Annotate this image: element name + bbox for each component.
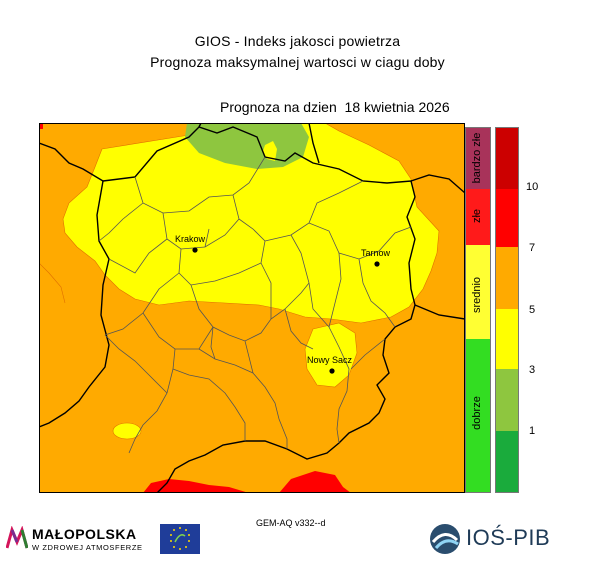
- city-marker-nowy-sacz: [329, 368, 335, 374]
- category-label-srednio: srednio: [471, 276, 483, 314]
- ios-pib-name: IOŚ-PIB: [466, 525, 551, 550]
- forecast-map: Krakow Tarnow Nowy Sacz: [39, 123, 465, 493]
- region-border: [102, 126, 416, 493]
- scale-swatch-1: [495, 127, 519, 189]
- city-label-nowy-sacz: Nowy Sacz: [307, 355, 353, 365]
- malopolska-logo: MAŁOPOLSKA W ZDROWEJ ATMOSFERZE: [6, 524, 156, 558]
- scale-label-5: 5: [529, 304, 536, 316]
- category-label-zle: złe: [471, 208, 483, 224]
- city-krakow: Krakow: [175, 234, 206, 253]
- category-label-bardzo-zle: bardzo złe: [471, 132, 483, 184]
- county-borders: [98, 156, 412, 454]
- red-region: [143, 479, 249, 493]
- city-nowy-sacz: Nowy Sacz: [307, 355, 353, 374]
- yellow-patch-nowy-sacz: [304, 322, 358, 388]
- yellow-region: [62, 123, 440, 324]
- map-canvas: Krakow Tarnow Nowy Sacz: [39, 123, 465, 493]
- scale-label-3: 3: [529, 364, 536, 376]
- green-region: [185, 123, 309, 169]
- malopolska-name: MAŁOPOLSKA: [32, 526, 137, 542]
- category-bar: [465, 127, 491, 493]
- ios-pib-logo: IOŚ-PIB: [428, 522, 578, 556]
- category-swatch-srednio: [465, 245, 491, 339]
- ios-pib-emblem-icon: [430, 524, 460, 554]
- scale-swatch-5: [495, 369, 519, 431]
- scale-swatch-2: [495, 189, 519, 247]
- scale-label-10: 10: [526, 181, 539, 193]
- city-tarnow: Tarnow: [361, 248, 391, 267]
- category-label-dobrze: dobrze: [471, 396, 483, 430]
- forecast-date: Prognoza na dzien 18 kwietnia 2026: [220, 99, 450, 115]
- malopolska-tagline: W ZDROWEJ ATMOSFERZE: [32, 543, 143, 552]
- malopolska-mountain-icon: [6, 526, 28, 549]
- map-subtitle: Prognoza maksymalnej wartosci w ciagu do…: [150, 54, 445, 70]
- model-label: GEM-AQ v332--d: [256, 518, 326, 528]
- scale-bar: [495, 127, 519, 493]
- city-marker-tarnow: [374, 261, 380, 267]
- category-swatch-bardzo-zle: [465, 127, 491, 189]
- scale-label-7: 7: [529, 242, 536, 254]
- category-swatch-zle: [465, 189, 491, 245]
- category-swatch-dobrze: [465, 339, 491, 493]
- scale-swatch-3: [495, 247, 519, 309]
- scale-swatch-6: [495, 431, 519, 493]
- city-label-tarnow: Tarnow: [361, 248, 391, 258]
- map-border: [39, 123, 465, 493]
- map-title: GIOS - Indeks jakosci powietrza: [194, 33, 401, 49]
- city-label-krakow: Krakow: [175, 234, 206, 244]
- scale-swatch-4: [495, 309, 519, 369]
- eu-life-logo: [160, 524, 200, 554]
- scale-label-1: 1: [529, 425, 536, 437]
- city-marker-krakow: [192, 247, 198, 253]
